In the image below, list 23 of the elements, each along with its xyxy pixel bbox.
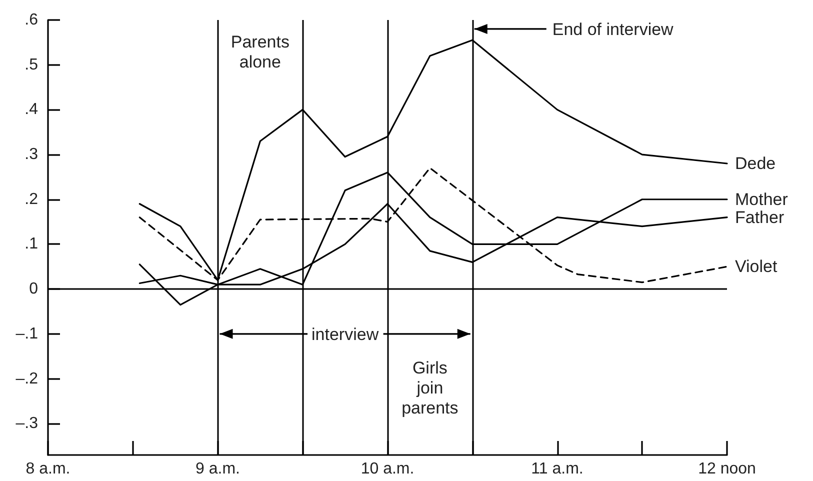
series-label: Father bbox=[735, 208, 784, 227]
y-tick-label: .4 bbox=[24, 101, 38, 118]
y-tick-label: .1 bbox=[24, 236, 38, 253]
annotation: Girls join parents bbox=[402, 358, 458, 418]
annotation: Parents alone bbox=[230, 32, 290, 72]
y-tick-label: .5 bbox=[24, 56, 38, 74]
y-tick-label: .2 bbox=[24, 190, 38, 208]
y-tick-label: .3 bbox=[24, 146, 38, 164]
y-tick-label: –.2 bbox=[16, 370, 38, 388]
x-tick-label: 12 noon bbox=[698, 460, 756, 478]
y-tick-label: 0 bbox=[29, 280, 38, 298]
annotation: End of interview bbox=[552, 20, 674, 39]
series-label: Dede bbox=[735, 154, 776, 174]
series-label: Violet bbox=[735, 257, 778, 276]
x-tick-label: 10 a.m. bbox=[360, 460, 414, 478]
y-tick-label: –.1 bbox=[16, 325, 38, 342]
y-tick-label: –.3 bbox=[16, 415, 38, 432]
x-tick-label: 8 a.m. bbox=[26, 460, 70, 478]
y-tick-label: .6 bbox=[24, 12, 38, 28]
x-tick-label: 11 a.m. bbox=[531, 460, 584, 478]
series-label: Mother bbox=[735, 190, 788, 209]
annotation: interview bbox=[312, 324, 380, 344]
x-tick-label: 9 a.m. bbox=[196, 460, 240, 478]
